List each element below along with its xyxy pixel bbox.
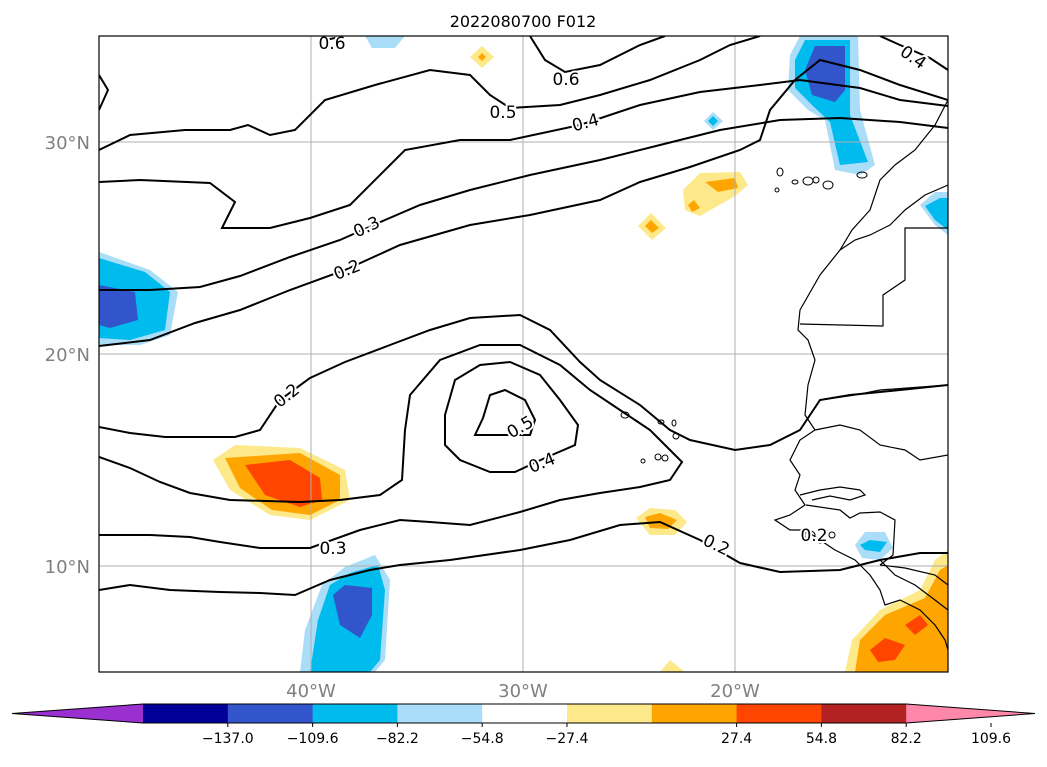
lon-label-30w: 30°W [498,681,548,702]
colorbar-tick-label: 109.6 [971,731,1011,747]
colorbar-tick-label: 82.2 [891,731,922,747]
colorbar-swatch [397,704,483,723]
colorbar-tick-label: −82.2 [376,731,419,747]
colorbar-extend-high [906,704,1035,723]
map-title: 2022080700 F012 [450,12,597,31]
africa-coastline [773,99,948,651]
contour-label: 0.6 [318,34,345,54]
lon-label-40w: 40°W [286,681,336,702]
colorbar-tick-label: 27.4 [721,731,752,747]
colorbar-swatch [651,704,738,723]
coastlines [773,99,948,651]
contour-label: 0.2 [800,526,827,546]
contour-label: 0.5 [489,103,516,123]
lat-label-10n: 10°N [45,557,90,578]
colorbar-swatch [312,704,398,723]
colorbar-swatch [482,704,568,723]
colorbar-tick-label: −137.0 [202,731,254,747]
colorbar-swatch [227,704,314,723]
contour-lines [99,36,948,597]
colorbar-swatch [821,704,907,723]
colorbar: −137.0 −109.6 −82.2 −54.8 −27.4 27.4 54.8 82.2 1… [11,703,1036,747]
lat-label-20n: 20°N [45,345,90,366]
lat-label-30n: 30°N [45,133,90,154]
colorbar-swatch [143,704,229,723]
colorbar-tick-label: −109.6 [287,731,339,747]
colorbar-swatch [736,704,822,723]
map-area: 0.6 0.6 0.5 0.4 0.4 0.3 0.2 0.2 0.5 0.4 … [99,34,948,672]
map-frame [98,35,949,673]
colorbar-tick-label: −27.4 [546,731,589,747]
graticule [99,36,948,672]
contour-label: 0.3 [319,539,346,559]
colorbar-tick-label: 54.8 [806,731,837,747]
contour-label: 0.6 [552,70,579,90]
colorbar-swatch [567,704,653,723]
colorbar-extend-low [12,704,143,723]
islands [620,167,868,544]
colorbar-outline [11,703,1036,724]
lon-label-20w: 20°W [710,681,760,702]
colorbar-tick-label: −54.8 [461,731,504,747]
